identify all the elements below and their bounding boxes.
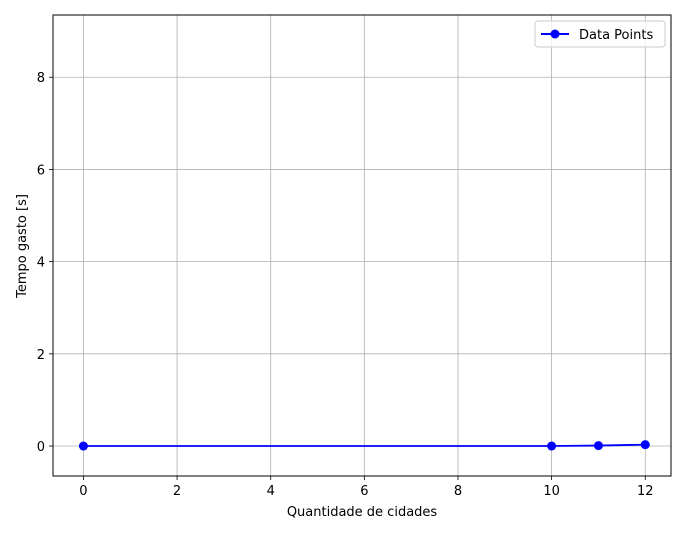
grid-lines: [53, 15, 671, 476]
legend-label: Data Points: [579, 28, 653, 43]
series-layer: [78, 440, 650, 451]
legend: Data Points: [534, 20, 666, 48]
x-tick-label: 0: [79, 484, 87, 499]
x-axis-ticks: 0 2 4 6 8 10 12: [79, 476, 654, 499]
y-tick-label: 0: [37, 440, 45, 455]
data-point: [593, 441, 603, 451]
series-line: [83, 443, 646, 447]
y-axis-ticks: 0 2 4 6 8: [37, 71, 53, 455]
legend-marker-sample: [550, 29, 560, 39]
x-tick-label: 4: [267, 484, 275, 499]
x-tick-label: 10: [543, 484, 560, 499]
y-tick-label: 2: [37, 348, 45, 363]
legend-box: [534, 20, 666, 48]
x-tick-label: 8: [454, 484, 462, 499]
x-tick-label: 6: [360, 484, 368, 499]
y-tick-label: 8: [37, 71, 45, 86]
y-tick-label: 4: [37, 256, 45, 271]
data-point: [78, 441, 88, 451]
x-tick-label: 12: [637, 484, 654, 499]
x-tick-label: 2: [173, 484, 181, 499]
data-point: [547, 441, 557, 451]
x-axis-label: Quantidade de cidades: [287, 505, 438, 520]
data-point: [640, 440, 650, 450]
y-axis-label: Tempo gasto [s]: [15, 194, 30, 299]
plot-frame: [52, 14, 672, 477]
y-tick-label: 6: [37, 163, 45, 178]
